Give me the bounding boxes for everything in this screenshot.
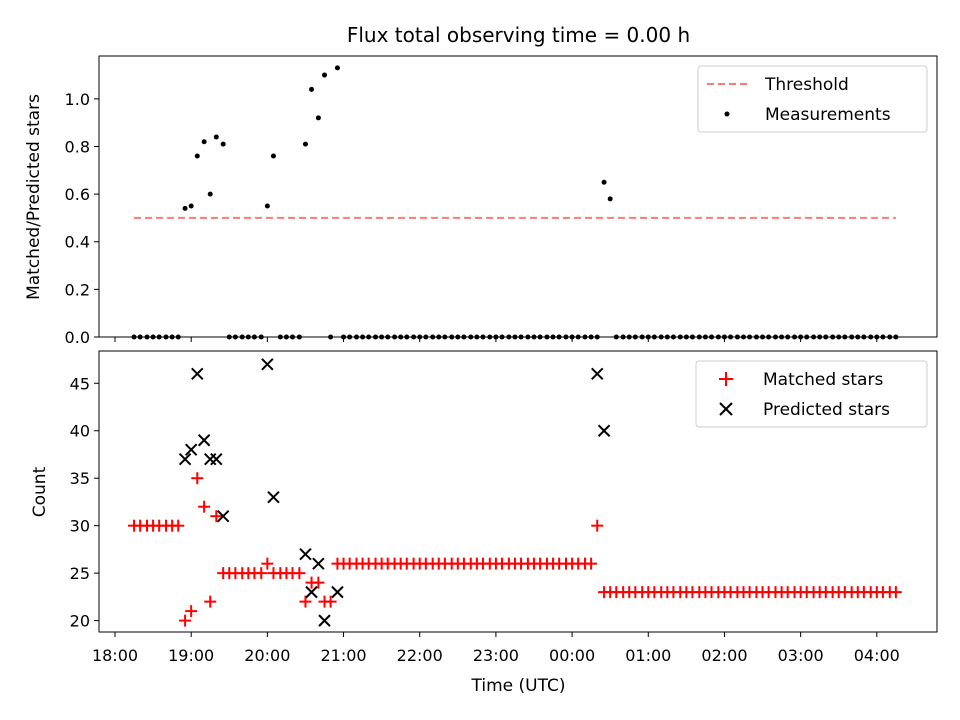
x-tick-label: 00:00 [549, 646, 595, 665]
matched-point [591, 519, 604, 532]
legend-measurement-dot-icon [724, 111, 730, 117]
predicted-point [318, 614, 331, 627]
predicted-point [197, 434, 211, 447]
measurement-point [201, 139, 207, 145]
predicted-point [299, 547, 312, 561]
x-axis-label: Time (UTC) [471, 676, 566, 696]
x-tick-label: 21:00 [320, 646, 366, 665]
bottom-y-tick-label: 25 [70, 564, 90, 583]
predicted-point [305, 585, 318, 599]
top-y-tick-label: 1.0 [65, 90, 90, 109]
x-tick-label: 22:00 [397, 646, 443, 665]
bottom-legend: Matched stars Predicted stars [695, 360, 928, 428]
matched-point [172, 519, 185, 532]
top-y-tick-label: 0.6 [65, 185, 90, 204]
matched-point [889, 586, 902, 599]
x-tick-label: 20:00 [244, 646, 290, 665]
top-y-tick-label: 0.2 [65, 280, 90, 299]
measurement-point [601, 179, 607, 185]
predicted-point [178, 453, 192, 466]
legend-measurements-label: Measurements [765, 105, 891, 125]
chart-title: Flux total observing time = 0.00 h [347, 23, 690, 47]
bottom-plot-area [128, 358, 902, 627]
legend-predicted-label: Predicted stars [763, 400, 890, 420]
x-tick-label: 04:00 [854, 646, 900, 665]
measurement-point [264, 203, 270, 209]
predicted-point [267, 490, 280, 504]
legend-matched-plus-icon [719, 372, 733, 386]
matched-point [255, 567, 268, 580]
bottom-y-axis-label: Count [30, 466, 50, 517]
measurement-point [188, 203, 194, 209]
bottom-y-tick-label: 35 [70, 469, 90, 488]
matched-point [324, 595, 337, 608]
bottom-y-tick-label: 45 [70, 374, 90, 393]
predicted-point [597, 424, 611, 437]
legend-matched-label: Matched stars [763, 370, 883, 390]
bottom-axes-frame [98, 350, 938, 633]
legend-predicted-x-icon [719, 402, 733, 416]
x-tick-label: 23:00 [473, 646, 519, 665]
predicted-point [210, 453, 223, 466]
matched-point [198, 500, 211, 513]
measurement-point [182, 205, 188, 211]
top-y-tick-label: 0.0 [65, 328, 90, 347]
x-tick-label: 18:00 [92, 646, 138, 665]
measurement-point [321, 72, 327, 78]
predicted-point [331, 585, 344, 599]
predicted-point [191, 367, 204, 380]
measurement-point [207, 191, 213, 197]
predicted-point [261, 358, 274, 371]
top-panel: 0.0 0.2 0.4 0.6 0.8 1.0 Matched/Predicted sta… [24, 55, 938, 347]
measurement-point [302, 141, 308, 147]
matched-point [261, 557, 274, 570]
bottom-y-tick-label: 20 [70, 612, 90, 631]
matched-point [185, 605, 198, 618]
top-y-axis: 0.0 0.2 0.4 0.6 0.8 1.0 [65, 90, 99, 347]
matched-point [293, 567, 306, 580]
measurement-point [194, 153, 200, 159]
measurement-point [315, 115, 321, 121]
matched-point [210, 510, 223, 523]
matched-point [191, 472, 204, 485]
measurement-point [607, 196, 613, 202]
x-tick-label: 03:00 [778, 646, 824, 665]
measurement-point [220, 141, 226, 147]
top-y-tick-label: 0.8 [65, 137, 90, 156]
top-legend-box [697, 65, 928, 133]
predicted-point [184, 443, 198, 456]
measurement-point [334, 65, 340, 71]
matched-point [585, 557, 598, 570]
predicted-point [591, 367, 604, 380]
x-tick-label: 02:00 [701, 646, 747, 665]
top-y-axis-label: Matched/Predicted stars [24, 94, 44, 300]
predicted-point [216, 509, 230, 523]
matched-point [204, 595, 217, 608]
bottom-y-tick-label: 30 [70, 517, 90, 536]
measurement-point [270, 153, 276, 159]
matched-point [312, 576, 325, 589]
top-y-tick-label: 0.4 [65, 233, 90, 252]
bottom-legend-box [695, 360, 928, 428]
measurement-point [309, 86, 315, 92]
x-tick-label: 01:00 [625, 646, 671, 665]
measurement-point [213, 134, 219, 140]
legend-threshold-label: Threshold [764, 75, 849, 95]
top-legend: Threshold Measurements [697, 65, 928, 133]
bottom-panel: 20 25 30 35 40 45 18:00 19:00 20:00 21:00 22:00 23… [30, 350, 938, 696]
predicted-point [312, 557, 325, 570]
x-tick-label: 19:00 [168, 646, 214, 665]
bottom-y-tick-label: 40 [70, 422, 90, 441]
top-axes-frame [98, 55, 938, 338]
bottom-y-axis: 20 25 30 35 40 45 [70, 374, 99, 631]
bottom-x-axis: 18:00 19:00 20:00 21:00 22:00 23:00 00:00 01:00… [92, 632, 900, 665]
matched-point [179, 614, 192, 627]
matched-point [299, 595, 312, 608]
